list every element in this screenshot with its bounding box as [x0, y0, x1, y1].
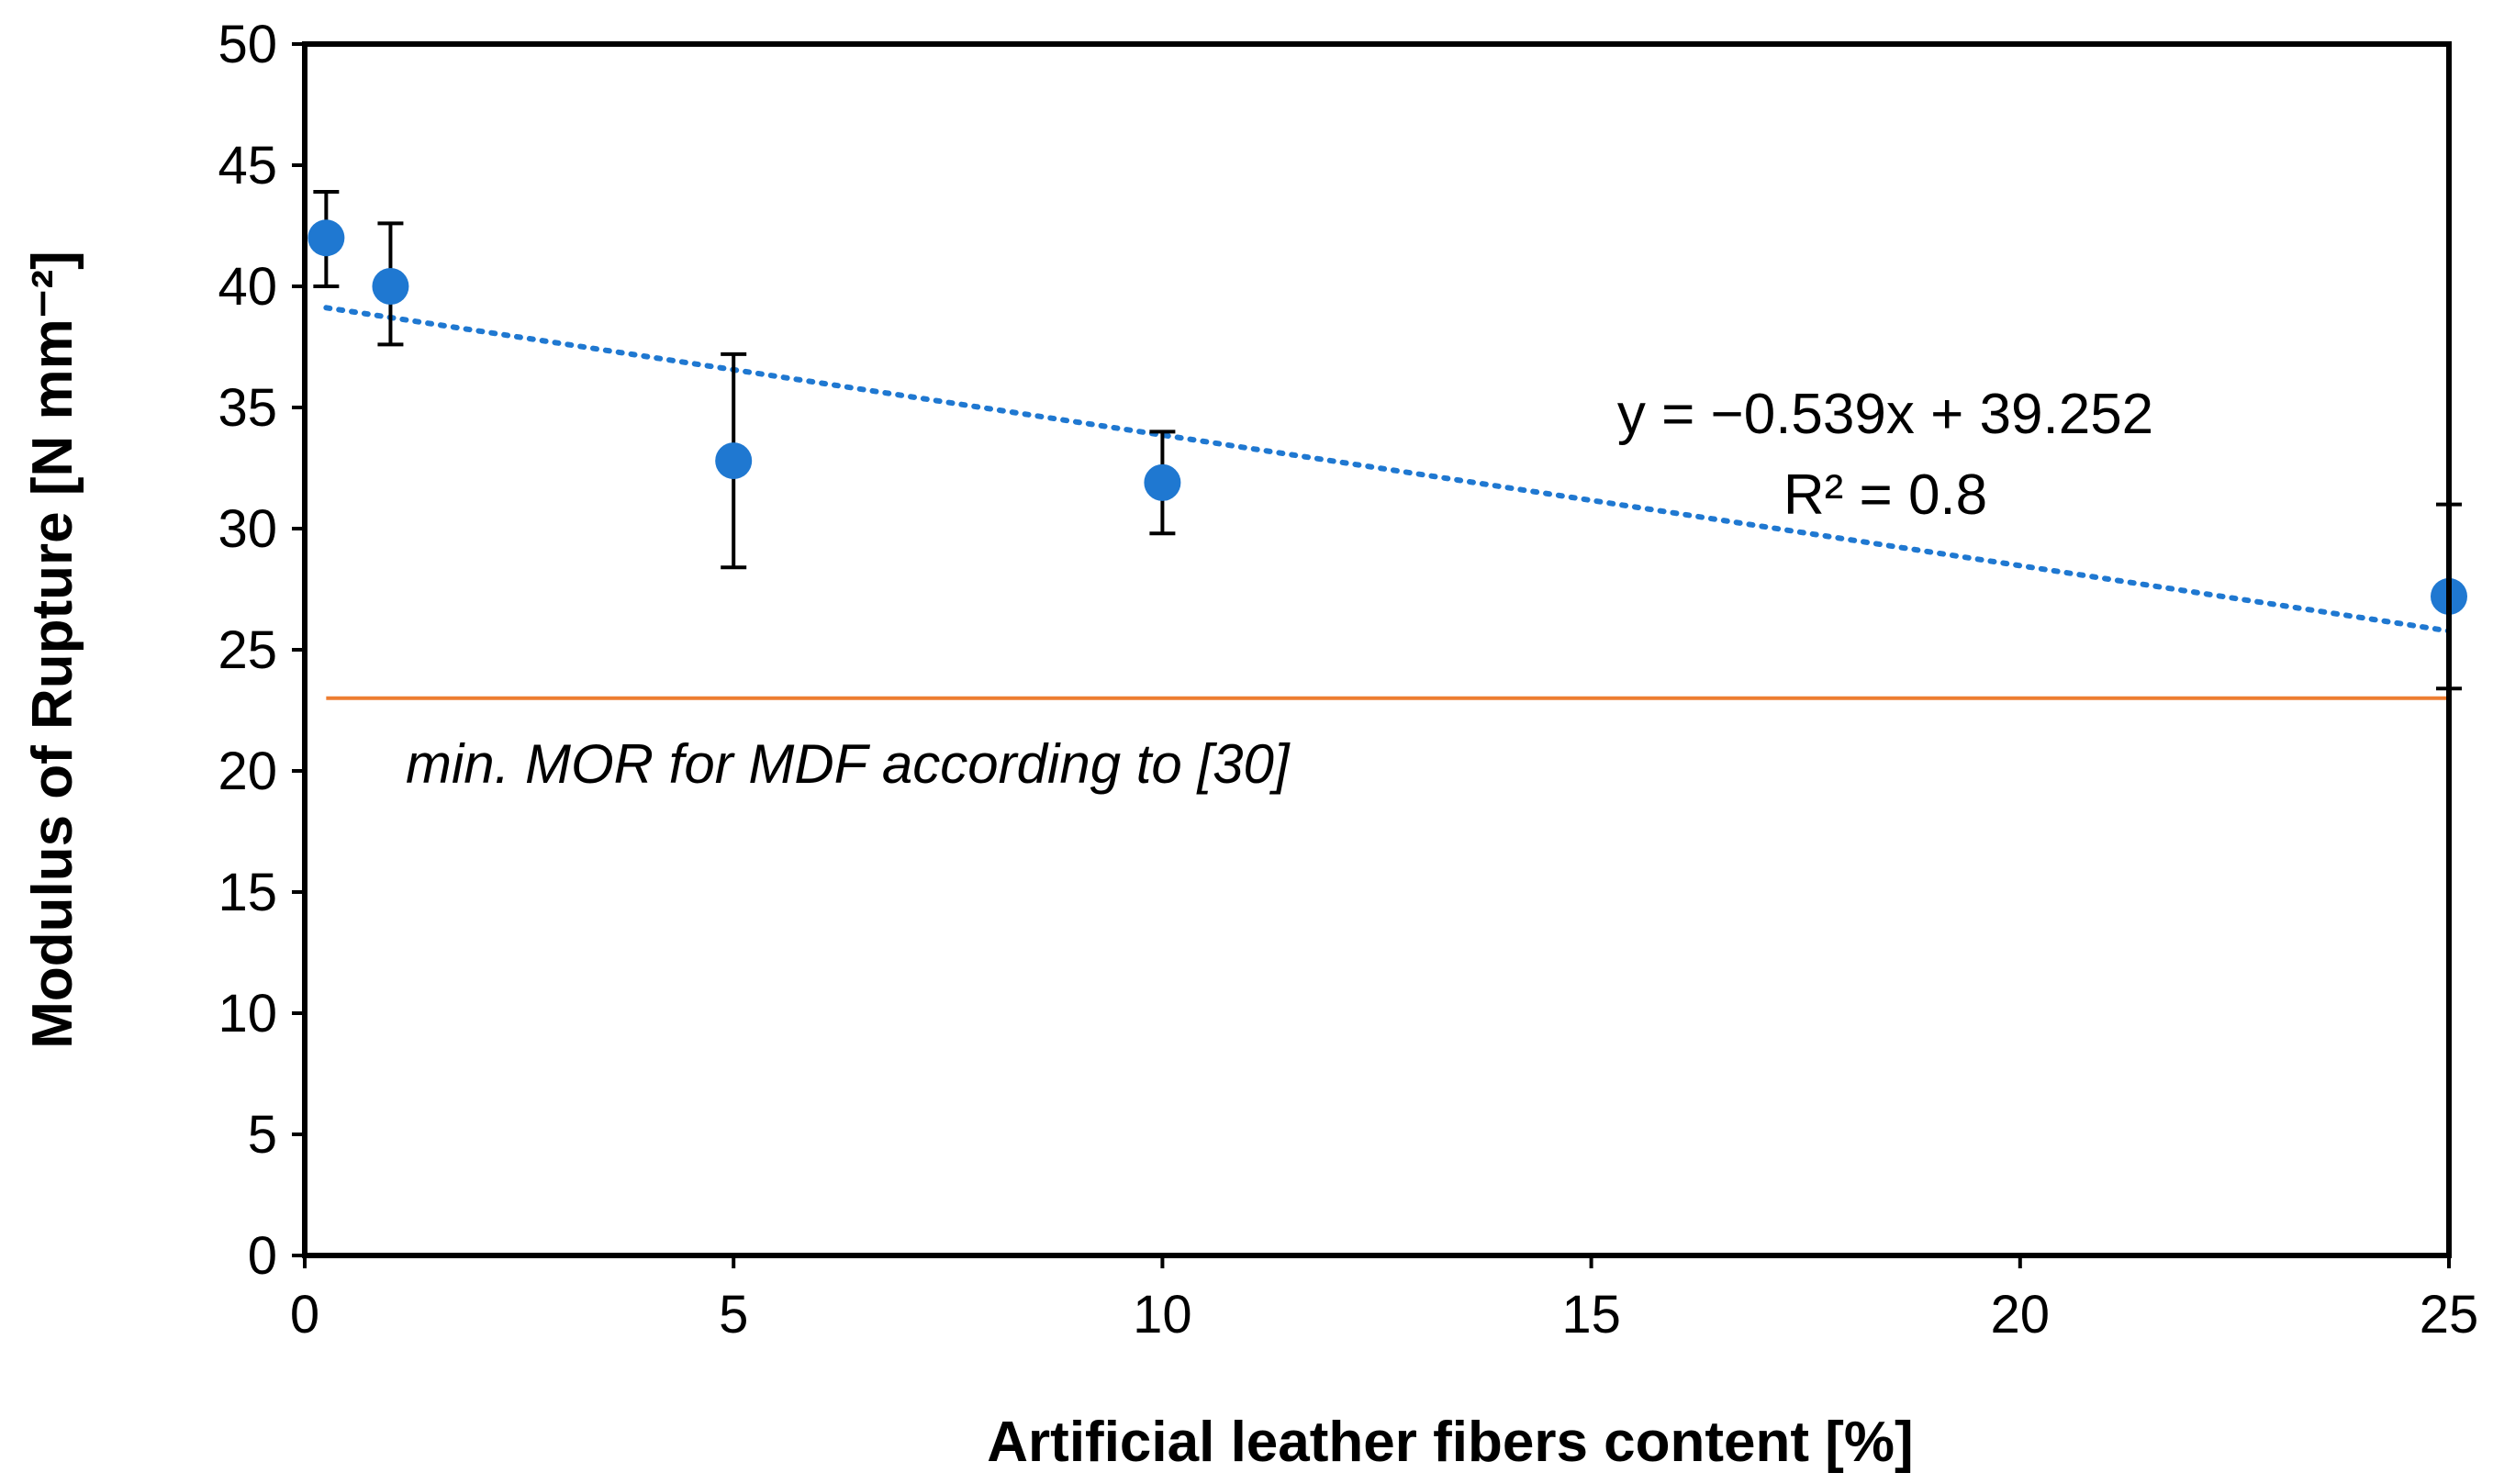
y-tick-label: 0 [248, 1226, 277, 1286]
data-point [372, 268, 409, 305]
y-tick-label: 40 [218, 257, 277, 317]
y-tick-label: 25 [218, 620, 277, 680]
y-tick-label: 15 [218, 863, 277, 922]
y-tick-label: 50 [218, 15, 277, 74]
reference-line-label: min. MOR for MDF according to [30] [406, 733, 1291, 795]
x-axis-title: Artificial leather fibers content [%] [987, 1411, 1913, 1474]
data-point [715, 442, 753, 480]
x-axis-ticks: 0 5 10 15 20 25 [290, 1255, 2478, 1345]
y-axis-ticks: 0 5 10 15 20 25 30 35 40 45 50 [218, 15, 305, 1286]
data-point [1144, 463, 1181, 501]
y-tick-label: 35 [218, 378, 277, 438]
data-points [307, 219, 2467, 615]
x-tick-label: 15 [1561, 1285, 1621, 1345]
x-tick-label: 10 [1133, 1285, 1192, 1345]
y-tick-label: 30 [218, 499, 277, 559]
x-tick-label: 0 [290, 1285, 319, 1345]
y-tick-label: 20 [218, 742, 277, 801]
y-axis-title: Modulus of Rupture [N mm⁻²] [21, 251, 84, 1049]
plot-area-frame [302, 41, 2452, 1258]
data-point [307, 219, 345, 257]
x-tick-label: 20 [1991, 1285, 2051, 1345]
y-tick-label: 10 [218, 984, 277, 1043]
x-tick-label: 25 [2420, 1285, 2479, 1345]
trendline [323, 305, 2452, 634]
x-tick-label: 5 [719, 1285, 748, 1345]
y-tick-label: 45 [218, 136, 277, 195]
trendline-r2: R² = 0.8 [1783, 463, 1987, 527]
y-tick-label: 5 [248, 1105, 277, 1165]
trendline-equation: y = −0.539x + 39.252 [1617, 383, 2153, 446]
